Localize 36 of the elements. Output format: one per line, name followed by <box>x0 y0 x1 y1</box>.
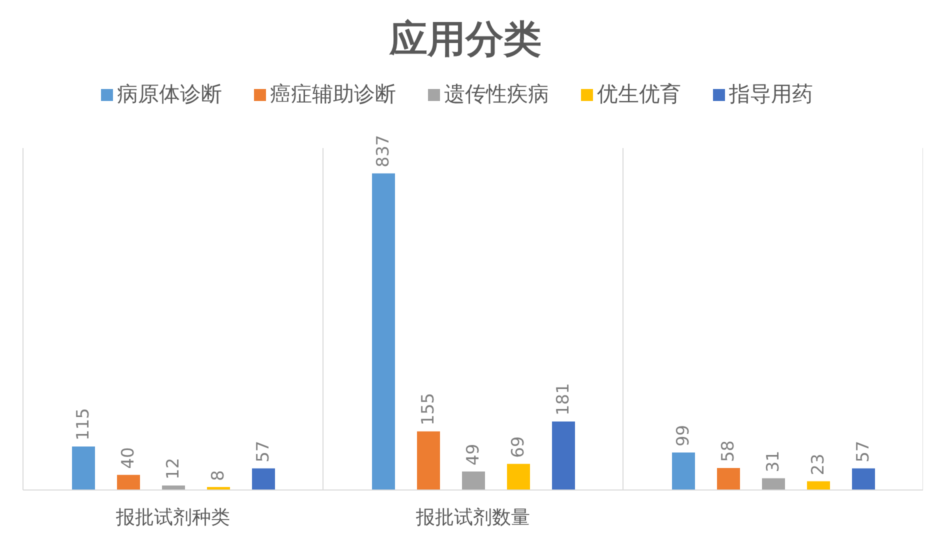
bar <box>252 468 275 490</box>
bar <box>762 478 785 490</box>
bar <box>717 468 740 490</box>
bar <box>552 422 575 490</box>
data-label: 58 <box>718 440 738 462</box>
x-tick-label: 报批试剂数量 <box>415 506 530 528</box>
bar <box>72 446 95 490</box>
legend-label: 遗传性疾病 <box>444 82 549 106</box>
chart-title: 应用分类 <box>388 16 542 63</box>
data-label: 8 <box>208 470 228 481</box>
legend-label: 优生优育 <box>597 82 681 106</box>
data-label: 57 <box>854 440 874 462</box>
data-label: 23 <box>808 454 828 476</box>
bar <box>372 173 395 490</box>
legend-label: 指导用药 <box>729 82 813 106</box>
data-label: 31 <box>764 450 784 472</box>
data-label: 99 <box>674 424 694 447</box>
bar <box>807 481 830 490</box>
data-label: 57 <box>254 440 274 462</box>
data-label: 181 <box>554 383 574 416</box>
legend-label: 病原体诊断 <box>117 82 222 106</box>
bar <box>852 468 875 490</box>
data-label: 69 <box>508 436 528 458</box>
bar <box>507 464 530 490</box>
bar <box>117 474 140 490</box>
bar <box>462 471 485 490</box>
bar <box>417 431 440 490</box>
bar <box>672 452 695 490</box>
data-label: 49 <box>464 444 484 466</box>
x-tick-label: 报批试剂种类 <box>115 506 230 528</box>
data-label: 12 <box>164 458 184 480</box>
data-label: 837 <box>374 134 394 168</box>
data-label: 115 <box>74 408 94 440</box>
legend-label: 癌症辅助诊断 <box>270 82 396 106</box>
data-label: 155 <box>418 392 438 426</box>
data-label: 40 <box>118 447 138 469</box>
